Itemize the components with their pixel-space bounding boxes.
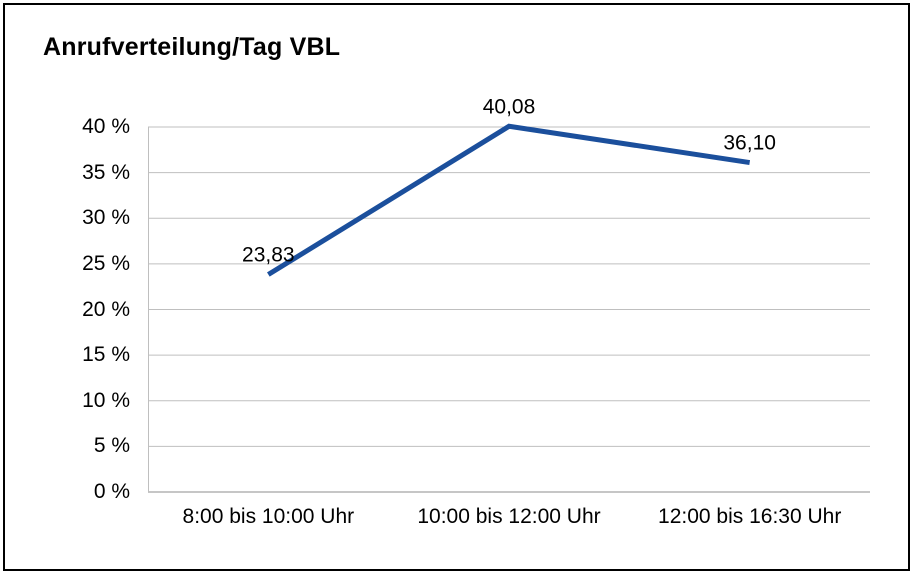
x-category-label: 10:00 bis 12:00 Uhr xyxy=(417,505,601,528)
y-tick-label: 40 % xyxy=(82,115,130,138)
y-tick-label: 20 % xyxy=(82,297,130,321)
y-tick-label: 35 % xyxy=(82,160,130,184)
chart-frame: Anrufverteilung/Tag VBL 40 % 35 % 30 % 25 %… xyxy=(3,3,910,571)
data-point-label: 36,10 xyxy=(723,132,776,155)
line-chart-canvas: 23,83 40,08 36,10 xyxy=(148,95,870,493)
data-point-label: 23,83 xyxy=(242,244,295,267)
data-point-label: 40,08 xyxy=(483,95,536,118)
x-category-label: 8:00 bis 10:00 Uhr xyxy=(182,505,355,528)
plot-area: 23,83 40,08 36,10 xyxy=(148,95,870,493)
y-tick-label: 30 % xyxy=(82,206,130,230)
x-category-label: 12:00 bis 16:30 Uhr xyxy=(658,505,842,528)
y-tick-label: 0 % xyxy=(93,480,130,503)
y-tick-label: 10 % xyxy=(82,388,130,412)
chart-title: Anrufverteilung/Tag VBL xyxy=(43,33,341,61)
y-tick-label: 25 % xyxy=(82,251,130,275)
series-line xyxy=(267,123,751,277)
y-tick-label: 15 % xyxy=(82,343,130,367)
y-tick-label: 5 % xyxy=(93,434,130,458)
x-axis: 8:00 bis 10:00 Uhr 10:00 bis 12:00 Uhr 12:… xyxy=(148,505,870,529)
y-axis: 40 % 35 % 30 % 25 % 20 % 15 % 10 % 5 % 0 % xyxy=(5,115,138,503)
